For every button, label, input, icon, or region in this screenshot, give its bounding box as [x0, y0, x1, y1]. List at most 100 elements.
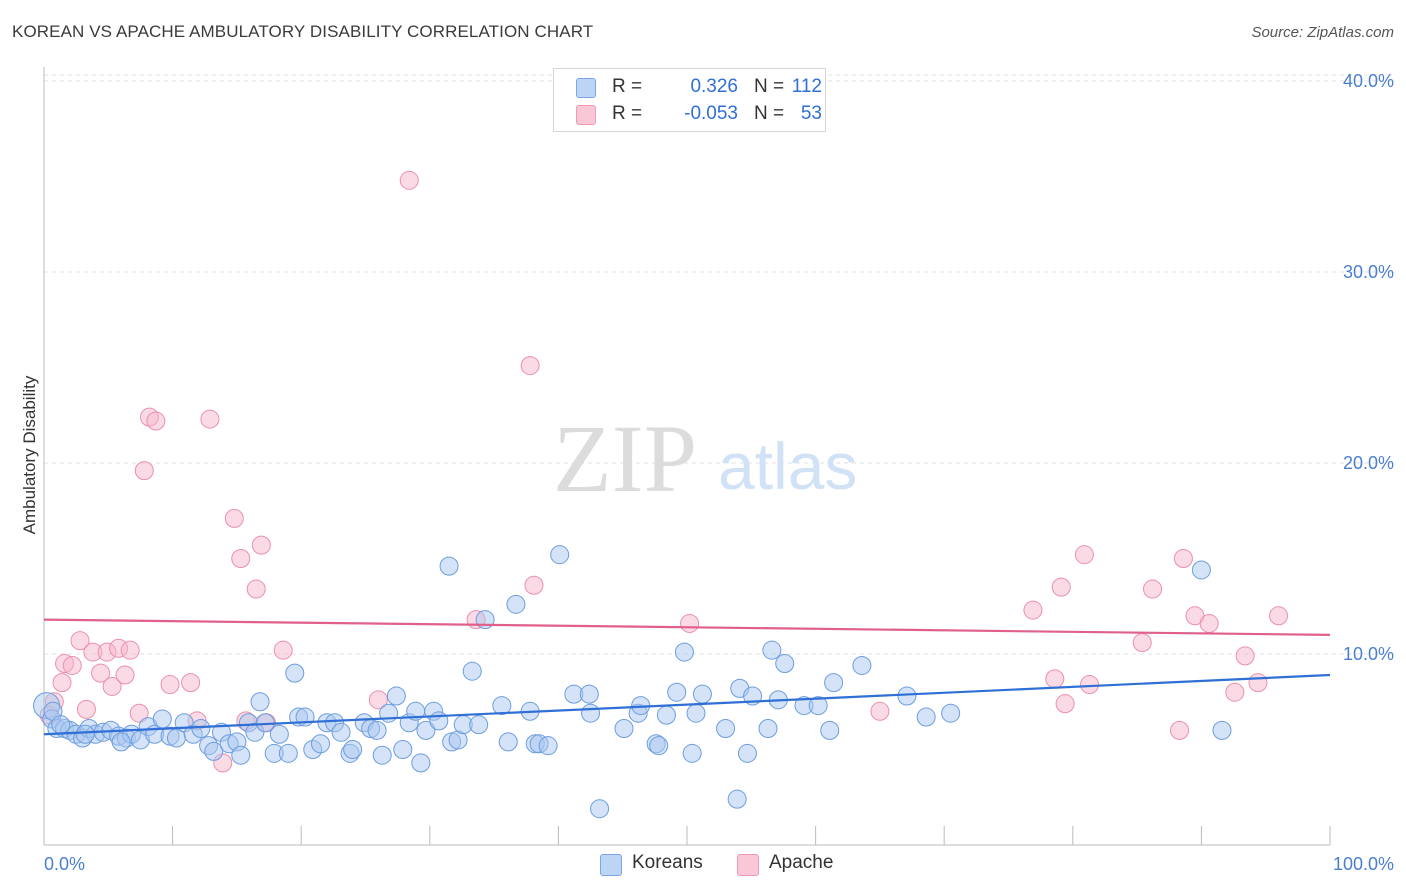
koreans-point — [674, 642, 694, 662]
koreans-point — [667, 682, 687, 702]
koreans-point — [762, 640, 782, 660]
apache-point — [1269, 606, 1289, 626]
apache-point — [52, 673, 72, 693]
koreans-point — [204, 741, 224, 761]
apache-point — [160, 675, 180, 695]
koreans-point — [682, 743, 702, 763]
r-label: R = — [612, 103, 643, 124]
chart-title: KOREAN VS APACHE AMBULATORY DISABILITY C… — [12, 22, 594, 41]
apache-point — [1080, 675, 1100, 695]
koreans-point — [1191, 560, 1211, 580]
apache-point — [231, 549, 251, 568]
apache-point — [1143, 579, 1163, 599]
koreans-point — [727, 789, 747, 809]
koreans-trend-line — [43, 673, 1331, 736]
koreans-point — [737, 743, 757, 763]
koreans-point — [331, 722, 351, 742]
apache-point — [520, 356, 540, 376]
koreans-point — [581, 703, 601, 723]
koreans-point — [916, 707, 936, 727]
r-value: 0.326 — [690, 76, 738, 97]
grid-lines — [44, 74, 1394, 655]
n-value: 53 — [800, 103, 822, 124]
apache-point — [246, 579, 266, 599]
apache-point — [224, 508, 244, 528]
n-value: 112 — [791, 76, 822, 97]
apache-point — [70, 631, 90, 651]
koreans-point — [538, 736, 558, 756]
apache-point — [1045, 669, 1065, 689]
apache-point — [1235, 646, 1255, 666]
koreans-point — [692, 684, 712, 704]
koreans-point — [824, 673, 844, 693]
y-axis-label: Ambulatory Disability — [20, 375, 39, 534]
source-label: Source: ZipAtlas.com — [1251, 24, 1394, 41]
x-tick-label: 0.0% — [44, 854, 85, 874]
koreans-point — [649, 736, 669, 756]
r-value: -0.053 — [684, 103, 738, 124]
koreans-point — [386, 686, 406, 706]
koreans-points — [33, 545, 1232, 819]
apache-point — [1023, 600, 1043, 620]
watermark: ZIP atlas — [553, 405, 857, 512]
koreans-point — [250, 692, 270, 712]
apache-point — [251, 535, 271, 555]
y-tick-label: 30.0% — [1343, 262, 1394, 282]
koreans-point — [579, 684, 599, 704]
apache-swatch — [576, 105, 596, 125]
koreans-point — [343, 740, 363, 759]
koreans-point — [285, 663, 305, 683]
koreans-point — [758, 718, 778, 738]
apache-point — [1173, 549, 1193, 568]
apache-point — [1225, 682, 1245, 702]
koreans-point — [51, 715, 71, 735]
apache-point — [146, 411, 166, 431]
apache-point — [1199, 613, 1219, 633]
koreans-point — [686, 703, 706, 723]
koreans-point — [231, 745, 251, 765]
koreans-point — [111, 732, 131, 752]
apache-point — [1074, 545, 1094, 565]
apache-point — [129, 703, 149, 723]
apache-points — [39, 170, 1289, 773]
koreans-point — [492, 696, 512, 716]
apache-point — [1132, 633, 1152, 653]
koreans-legend-swatch — [600, 854, 622, 876]
watermark-zip: ZIP — [553, 405, 697, 512]
koreans-legend-label: Koreans — [632, 852, 703, 873]
r-label: R = — [612, 76, 643, 97]
apache-point — [62, 655, 82, 675]
koreans-point — [590, 799, 610, 819]
koreans-swatch — [576, 78, 596, 98]
koreans-point — [191, 718, 211, 738]
apache-point — [76, 699, 96, 719]
koreans-point — [1212, 720, 1232, 740]
apache-point — [680, 613, 700, 633]
watermark-atlas: atlas — [718, 429, 857, 503]
koreans-point — [152, 709, 172, 729]
koreans-point — [393, 740, 413, 759]
apache-point — [1051, 577, 1071, 597]
y-tick-label: 40.0% — [1343, 71, 1394, 91]
koreans-point — [506, 594, 526, 614]
koreans-point — [820, 720, 840, 740]
correlation-legend: R = 0.326 N = 112 R = -0.053 N = 53 — [553, 68, 826, 132]
trend-lines — [43, 618, 1331, 736]
koreans-point — [269, 724, 289, 744]
apache-point — [134, 461, 154, 481]
koreans-point — [75, 724, 95, 744]
n-label: N = — [754, 103, 785, 124]
koreans-point — [411, 753, 431, 773]
apache-point — [524, 575, 544, 595]
koreans-point — [808, 696, 828, 716]
apache-point — [91, 663, 111, 683]
koreans-point — [310, 734, 330, 754]
x-tick-label: 100.0% — [1333, 854, 1394, 874]
apache-point — [273, 640, 293, 660]
koreans-point — [367, 720, 387, 740]
apache-point — [870, 701, 890, 721]
apache-point — [181, 673, 201, 693]
y-tick-label: 10.0% — [1343, 644, 1394, 664]
koreans-point — [897, 686, 917, 706]
koreans-point — [462, 661, 482, 681]
